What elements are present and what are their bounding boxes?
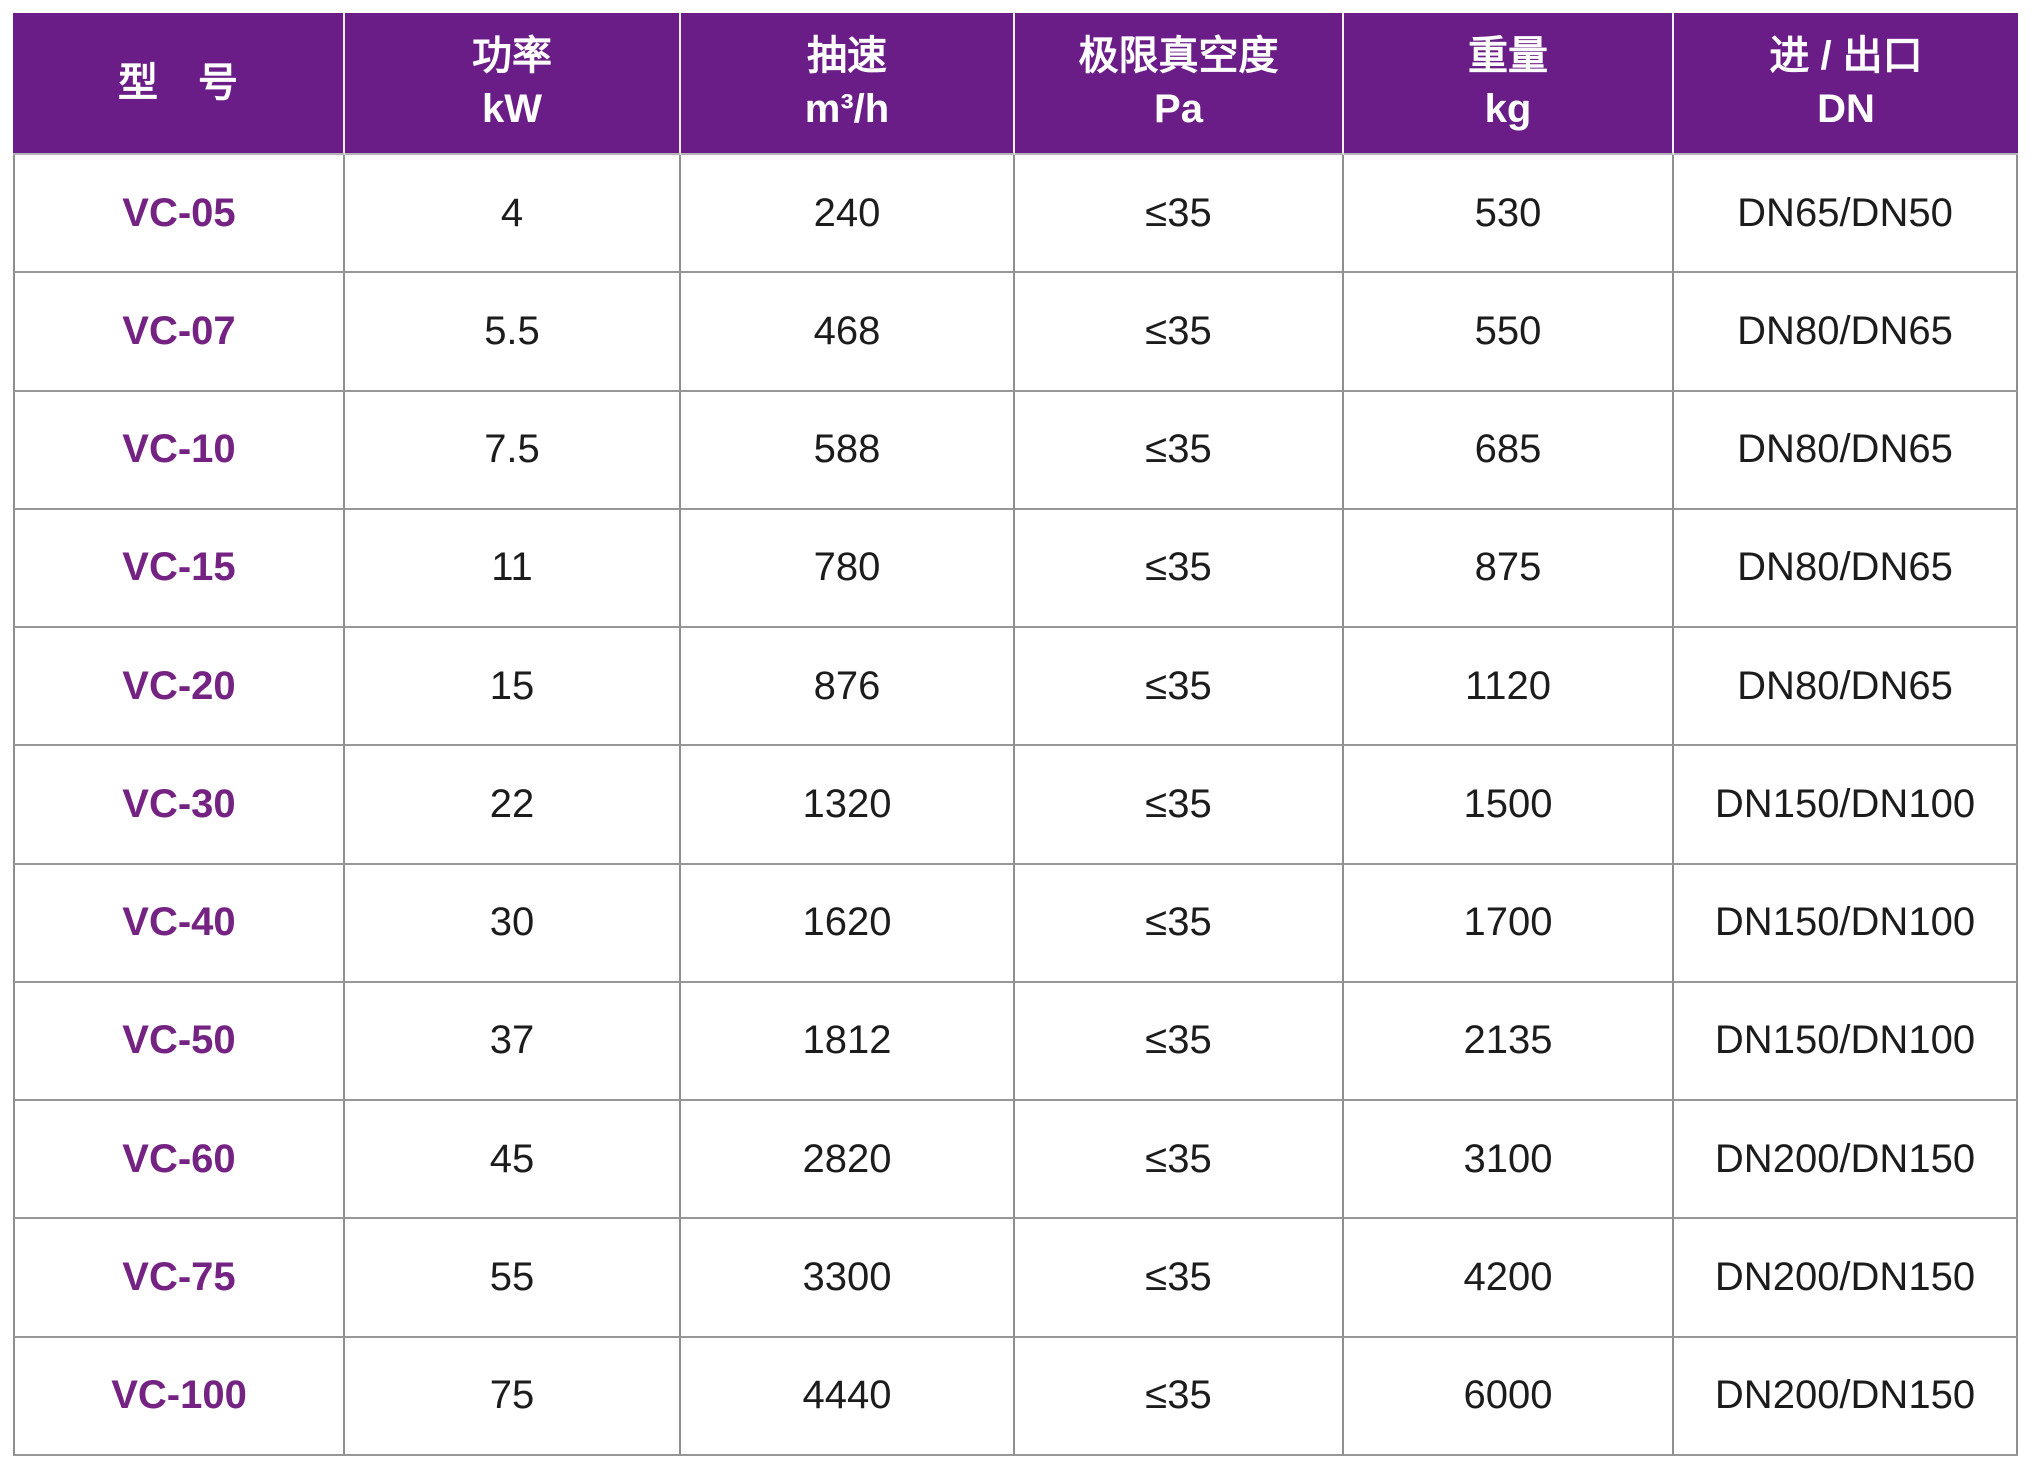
cell-vacuum: ≤35 bbox=[1015, 982, 1344, 1102]
cell-model: VC-05 bbox=[13, 155, 345, 274]
cell-weight: 530 bbox=[1344, 155, 1674, 274]
cell-ports: DN200/DN150 bbox=[1674, 1101, 2018, 1220]
cell-model: VC-40 bbox=[13, 864, 345, 983]
cell-weight: 685 bbox=[1344, 391, 1674, 510]
cell-vacuum: ≤35 bbox=[1015, 273, 1344, 392]
cell-power: 75 bbox=[345, 1337, 681, 1456]
cell-vacuum: ≤35 bbox=[1015, 1219, 1344, 1338]
header-row: 型 号 功率 kW 抽速 m³/h 极限真空度 Pa 重量 kg bbox=[13, 13, 2018, 155]
cell-vacuum: ≤35 bbox=[1015, 391, 1344, 510]
cell-weight: 4200 bbox=[1344, 1219, 1674, 1338]
cell-model: VC-07 bbox=[13, 273, 345, 392]
cell-ports: DN150/DN100 bbox=[1674, 864, 2018, 983]
cell-model: VC-30 bbox=[13, 746, 345, 865]
cell-speed: 4440 bbox=[681, 1337, 1015, 1456]
header-cell-speed: 抽速 m³/h bbox=[681, 13, 1015, 155]
cell-weight: 1700 bbox=[1344, 864, 1674, 983]
cell-model: VC-10 bbox=[13, 391, 345, 510]
cell-model: VC-60 bbox=[13, 1101, 345, 1220]
cell-power: 22 bbox=[345, 746, 681, 865]
header-cell-vacuum: 极限真空度 Pa bbox=[1015, 13, 1344, 155]
table-row: VC-10 7.5 588 ≤35 685 DN80/DN65 bbox=[13, 391, 2018, 510]
cell-speed: 1812 bbox=[681, 982, 1015, 1102]
cell-speed: 1620 bbox=[681, 864, 1015, 983]
cell-weight: 6000 bbox=[1344, 1337, 1674, 1456]
header-cell-weight: 重量 kg bbox=[1344, 13, 1674, 155]
cell-speed: 588 bbox=[681, 391, 1015, 510]
cell-power: 11 bbox=[345, 509, 681, 629]
cell-model: VC-75 bbox=[13, 1219, 345, 1338]
cell-power: 4 bbox=[345, 155, 681, 274]
header-speed-unit: m³/h bbox=[804, 87, 890, 131]
header-speed-title: 抽速 bbox=[807, 34, 887, 79]
table-header: 型 号 功率 kW 抽速 m³/h 极限真空度 Pa 重量 kg bbox=[13, 13, 2018, 155]
cell-power: 45 bbox=[345, 1101, 681, 1220]
table-row: VC-20 15 876 ≤35 1120 DN80/DN65 bbox=[13, 628, 2018, 747]
cell-model: VC-20 bbox=[13, 628, 345, 747]
cell-model: VC-15 bbox=[13, 509, 345, 629]
cell-vacuum: ≤35 bbox=[1015, 864, 1344, 983]
cell-vacuum: ≤35 bbox=[1015, 509, 1344, 629]
cell-model: VC-100 bbox=[13, 1337, 345, 1456]
cell-model: VC-50 bbox=[13, 982, 345, 1102]
cell-vacuum: ≤35 bbox=[1015, 1101, 1344, 1220]
header-cell-ports: 进 / 出口 DN bbox=[1674, 13, 2018, 155]
header-ports-title: 进 / 出口 bbox=[1769, 34, 1923, 79]
table-row: VC-05 4 240 ≤35 530 DN65/DN50 bbox=[13, 155, 2018, 274]
cell-ports: DN80/DN65 bbox=[1674, 273, 2018, 392]
header-weight-unit: kg bbox=[1484, 87, 1532, 131]
cell-ports: DN80/DN65 bbox=[1674, 628, 2018, 747]
vacuum-pump-spec-table: 型 号 功率 kW 抽速 m³/h 极限真空度 Pa 重量 kg bbox=[13, 13, 2018, 1456]
cell-ports: DN200/DN150 bbox=[1674, 1219, 2018, 1338]
cell-speed: 240 bbox=[681, 155, 1015, 274]
header-vacuum-unit: Pa bbox=[1154, 87, 1203, 131]
cell-speed: 3300 bbox=[681, 1219, 1015, 1338]
cell-ports: DN150/DN100 bbox=[1674, 982, 2018, 1102]
cell-speed: 468 bbox=[681, 273, 1015, 392]
table-body: VC-05 4 240 ≤35 530 DN65/DN50 VC-07 5.5 … bbox=[13, 155, 2018, 1456]
table-row: VC-40 30 1620 ≤35 1700 DN150/DN100 bbox=[13, 864, 2018, 983]
cell-power: 37 bbox=[345, 982, 681, 1102]
header-cell-power: 功率 kW bbox=[345, 13, 681, 155]
cell-ports: DN150/DN100 bbox=[1674, 746, 2018, 865]
cell-vacuum: ≤35 bbox=[1015, 1337, 1344, 1456]
cell-power: 15 bbox=[345, 628, 681, 747]
cell-weight: 875 bbox=[1344, 509, 1674, 629]
table-row: VC-15 11 780 ≤35 875 DN80/DN65 bbox=[13, 509, 2018, 629]
table-row: VC-100 75 4440 ≤35 6000 DN200/DN150 bbox=[13, 1337, 2018, 1456]
cell-vacuum: ≤35 bbox=[1015, 155, 1344, 274]
cell-power: 5.5 bbox=[345, 273, 681, 392]
cell-power: 55 bbox=[345, 1219, 681, 1338]
cell-ports: DN80/DN65 bbox=[1674, 509, 2018, 629]
cell-weight: 3100 bbox=[1344, 1101, 1674, 1220]
header-ports-unit: DN bbox=[1817, 87, 1875, 131]
cell-weight: 1120 bbox=[1344, 628, 1674, 747]
cell-speed: 1320 bbox=[681, 746, 1015, 865]
cell-speed: 2820 bbox=[681, 1101, 1015, 1220]
header-power-unit: kW bbox=[482, 87, 542, 131]
cell-speed: 876 bbox=[681, 628, 1015, 747]
cell-weight: 550 bbox=[1344, 273, 1674, 392]
cell-vacuum: ≤35 bbox=[1015, 746, 1344, 865]
cell-speed: 780 bbox=[681, 509, 1015, 629]
cell-ports: DN80/DN65 bbox=[1674, 391, 2018, 510]
cell-ports: DN200/DN150 bbox=[1674, 1337, 2018, 1456]
table-row: VC-60 45 2820 ≤35 3100 DN200/DN150 bbox=[13, 1101, 2018, 1220]
header-power-title: 功率 bbox=[472, 34, 552, 79]
table-row: VC-50 37 1812 ≤35 2135 DN150/DN100 bbox=[13, 982, 2018, 1102]
cell-weight: 2135 bbox=[1344, 982, 1674, 1102]
cell-power: 30 bbox=[345, 864, 681, 983]
cell-weight: 1500 bbox=[1344, 746, 1674, 865]
cell-vacuum: ≤35 bbox=[1015, 628, 1344, 747]
cell-power: 7.5 bbox=[345, 391, 681, 510]
cell-ports: DN65/DN50 bbox=[1674, 155, 2018, 274]
header-weight-title: 重量 bbox=[1468, 34, 1548, 79]
header-model-title: 型 号 bbox=[118, 60, 238, 105]
table-row: VC-07 5.5 468 ≤35 550 DN80/DN65 bbox=[13, 273, 2018, 392]
table-row: VC-75 55 3300 ≤35 4200 DN200/DN150 bbox=[13, 1219, 2018, 1338]
header-cell-model: 型 号 bbox=[13, 13, 345, 155]
header-vacuum-title: 极限真空度 bbox=[1078, 34, 1279, 79]
spec-table-container: 型 号 功率 kW 抽速 m³/h 极限真空度 Pa 重量 kg bbox=[13, 13, 2018, 1456]
table-row: VC-30 22 1320 ≤35 1500 DN150/DN100 bbox=[13, 746, 2018, 865]
